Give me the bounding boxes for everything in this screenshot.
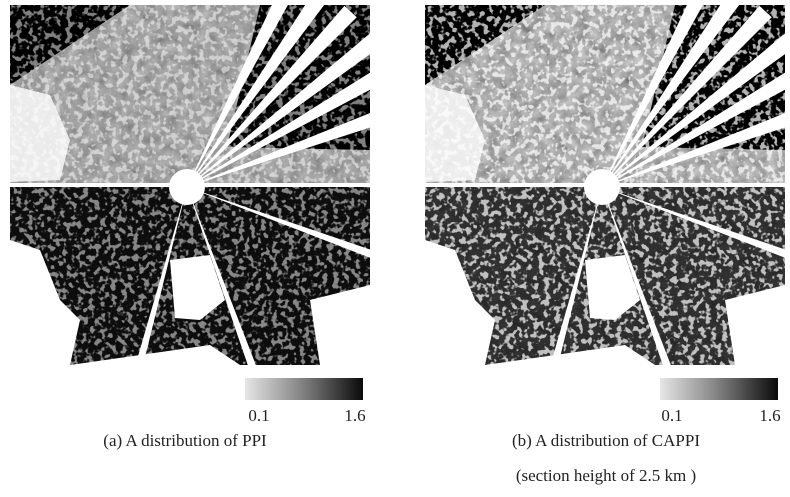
colorbar-min-label: 0.1 [661,406,682,425]
colorbar-max-label: 1.6 [344,406,365,425]
colorbar [245,378,363,400]
radar-center [584,169,620,205]
colorbar-min-label: 0.1 [248,406,269,425]
radar-center [169,169,205,205]
radar-image [10,5,370,365]
colorbar [660,378,778,400]
colorbar-max-label: 1.6 [759,406,780,425]
caption: (a) A distribution of PPI [103,431,267,450]
caption: (section height of 2.5 km ) [516,466,696,485]
radar-image [425,5,785,365]
caption: (b) A distribution of CAPPI [512,431,700,450]
